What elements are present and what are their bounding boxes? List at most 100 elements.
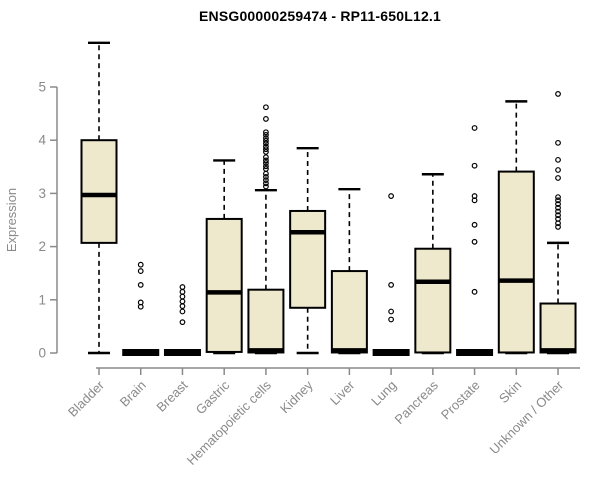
outlier-point bbox=[263, 129, 269, 136]
boxplot-gastric bbox=[205, 159, 243, 355]
outlier-point bbox=[179, 293, 186, 300]
outlier-point bbox=[263, 163, 269, 170]
outlier-point bbox=[388, 308, 395, 315]
y-tick-label: 5 bbox=[38, 80, 46, 95]
iqr-box bbox=[247, 288, 285, 354]
outlier-point bbox=[471, 125, 478, 131]
outlier-point bbox=[179, 303, 186, 310]
outlier-point bbox=[179, 319, 186, 326]
outlier-point bbox=[263, 157, 269, 164]
outlier-point bbox=[471, 221, 478, 228]
outlier-point bbox=[471, 238, 478, 245]
outlier-point bbox=[179, 288, 186, 295]
outlier-point bbox=[555, 175, 561, 181]
outlier-point bbox=[555, 208, 561, 215]
outlier-point bbox=[555, 224, 561, 230]
outlier-point bbox=[555, 201, 561, 207]
x-tick-label: Unknown / Other bbox=[487, 377, 567, 457]
outlier-point bbox=[555, 139, 561, 146]
boxplot-brain bbox=[122, 261, 160, 356]
outlier-point bbox=[263, 154, 269, 161]
x-tick-label: Breast bbox=[153, 377, 190, 414]
outlier-point bbox=[263, 131, 269, 138]
iqr-box bbox=[330, 270, 368, 354]
outlier-point bbox=[555, 167, 561, 173]
y-tick-label: 0 bbox=[38, 346, 46, 361]
outlier-point bbox=[263, 143, 269, 150]
iqr-box bbox=[539, 302, 577, 354]
boxplot-unknown-other bbox=[539, 91, 577, 355]
boxplot-hematopoietic-cells bbox=[247, 104, 285, 355]
outlier-point bbox=[471, 162, 478, 169]
outlier-point bbox=[263, 180, 269, 187]
outlier-point bbox=[263, 146, 269, 153]
iqr-box bbox=[80, 139, 118, 244]
boxplot-bladder bbox=[80, 41, 118, 355]
outlier-point bbox=[555, 220, 561, 227]
outlier-point bbox=[388, 193, 395, 199]
outlier-point bbox=[555, 194, 561, 201]
outlier-point bbox=[388, 316, 395, 323]
outlier-point bbox=[179, 308, 186, 315]
outlier-point bbox=[555, 197, 561, 204]
outlier-point bbox=[137, 261, 144, 268]
iqr-box bbox=[497, 170, 535, 354]
x-tick-label: Lung bbox=[368, 378, 399, 409]
zero-box bbox=[122, 349, 160, 356]
iqr-box bbox=[205, 217, 243, 353]
outlier-point bbox=[263, 104, 269, 111]
outlier-point bbox=[263, 137, 269, 144]
zero-box bbox=[372, 349, 410, 356]
outlier-point bbox=[263, 177, 269, 184]
outlier-point bbox=[388, 282, 395, 288]
zero-box bbox=[163, 349, 201, 356]
y-tick-label: 3 bbox=[38, 186, 46, 201]
outlier-point bbox=[471, 197, 478, 204]
outlier-point bbox=[263, 160, 269, 166]
boxplot-breast bbox=[163, 284, 201, 356]
outlier-point bbox=[137, 282, 144, 288]
y-axis: 0 1 2 3 4 5 Expression bbox=[4, 80, 58, 361]
y-tick-label: 4 bbox=[38, 133, 46, 148]
chart-title: ENSG00000259474 - RP11-650L12.1 bbox=[198, 8, 442, 24]
outlier-point bbox=[471, 288, 478, 295]
outlier-point bbox=[263, 135, 269, 141]
outlier-point bbox=[555, 204, 561, 211]
boxplot-pancreas bbox=[414, 173, 452, 355]
x-tick-label: Gastric bbox=[193, 377, 233, 417]
iqr-box bbox=[289, 209, 327, 309]
outlier-point bbox=[555, 156, 561, 163]
outlier-point bbox=[263, 170, 269, 177]
outlier-point bbox=[263, 149, 269, 155]
x-tick-label: Liver bbox=[327, 377, 358, 408]
outlier-point bbox=[179, 284, 186, 290]
iqr-box bbox=[414, 247, 452, 354]
outlier-point bbox=[137, 268, 144, 274]
boxplot-lung bbox=[372, 193, 410, 356]
boxplot-skin bbox=[497, 100, 535, 355]
y-axis-title: Expression bbox=[4, 188, 19, 252]
x-tick-label: Pancreas bbox=[392, 377, 442, 427]
boxplot-prostate bbox=[456, 125, 494, 356]
outlier-point bbox=[263, 174, 269, 180]
outlier-point bbox=[137, 303, 144, 310]
y-tick-label: 2 bbox=[38, 239, 46, 254]
boxplot-kidney bbox=[289, 146, 327, 355]
outlier-point bbox=[263, 116, 269, 122]
outlier-point bbox=[263, 140, 269, 147]
x-tick-label: Kidney bbox=[277, 377, 316, 416]
outlier-point bbox=[555, 212, 561, 219]
outlier-point bbox=[179, 298, 186, 305]
zero-box bbox=[456, 349, 494, 356]
outlier-point bbox=[555, 91, 561, 97]
outlier-point bbox=[263, 183, 269, 190]
x-tick-label: Skin bbox=[496, 378, 524, 406]
boxplot-liver bbox=[330, 187, 368, 355]
y-tick-label: 1 bbox=[38, 292, 46, 307]
x-tick-label: Bladder bbox=[65, 377, 108, 420]
x-tick-label: Brain bbox=[117, 378, 149, 410]
x-tick-label: Prostate bbox=[438, 378, 483, 423]
